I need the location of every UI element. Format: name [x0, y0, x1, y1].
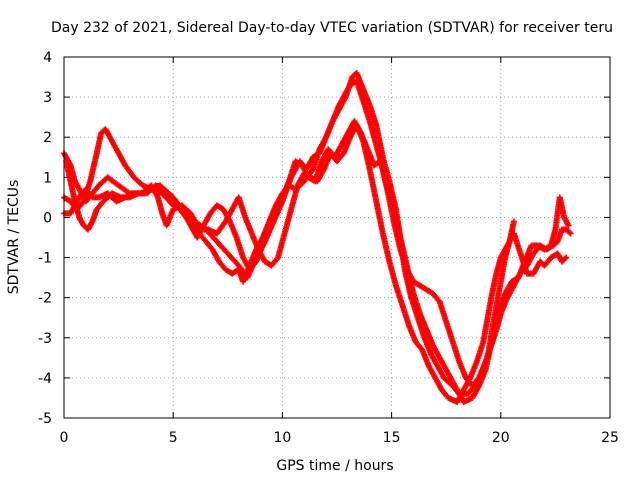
y-tick-label: -4 — [38, 371, 52, 387]
x-tick-label: 25 — [601, 430, 619, 446]
x-axis-label: GPS time / hours — [276, 458, 393, 474]
data-points — [61, 70, 574, 405]
y-tick-label: 4 — [43, 50, 52, 66]
tick-labels: 0 5 10 15 20 25 -5 -4 -3 -2 -1 0 1 2 3 4 — [38, 50, 619, 446]
y-axis-label: SDTVAR / TECUs — [6, 180, 22, 295]
y-tick-label: 1 — [43, 170, 52, 186]
x-tick-label: 20 — [492, 430, 510, 446]
data-point — [563, 254, 570, 261]
y-tick-label: -5 — [38, 411, 52, 427]
data-point — [562, 255, 569, 262]
x-tick-label: 10 — [273, 430, 291, 446]
x-tick-label: 15 — [383, 430, 401, 446]
chart-title: Day 232 of 2021, Sidereal Day-to-day VTE… — [51, 20, 613, 36]
data-point — [567, 230, 574, 237]
series-track-1 — [61, 70, 517, 397]
y-tick-label: -2 — [38, 291, 52, 307]
data-point — [565, 222, 572, 229]
data-point — [566, 229, 573, 236]
y-tick-label: 0 — [43, 210, 52, 226]
x-tick-label: 0 — [60, 430, 69, 446]
y-tick-label: -3 — [38, 331, 52, 347]
data-point — [510, 218, 517, 225]
plot-frame — [63, 56, 611, 419]
x-tick-label: 5 — [169, 430, 178, 446]
y-tick-label: 3 — [43, 90, 52, 106]
series-track-4 — [63, 118, 572, 389]
grid-lines — [64, 57, 610, 418]
y-tick-label: 2 — [43, 130, 52, 146]
y-tick-label: -1 — [38, 251, 52, 267]
series-track-2 — [61, 78, 574, 405]
